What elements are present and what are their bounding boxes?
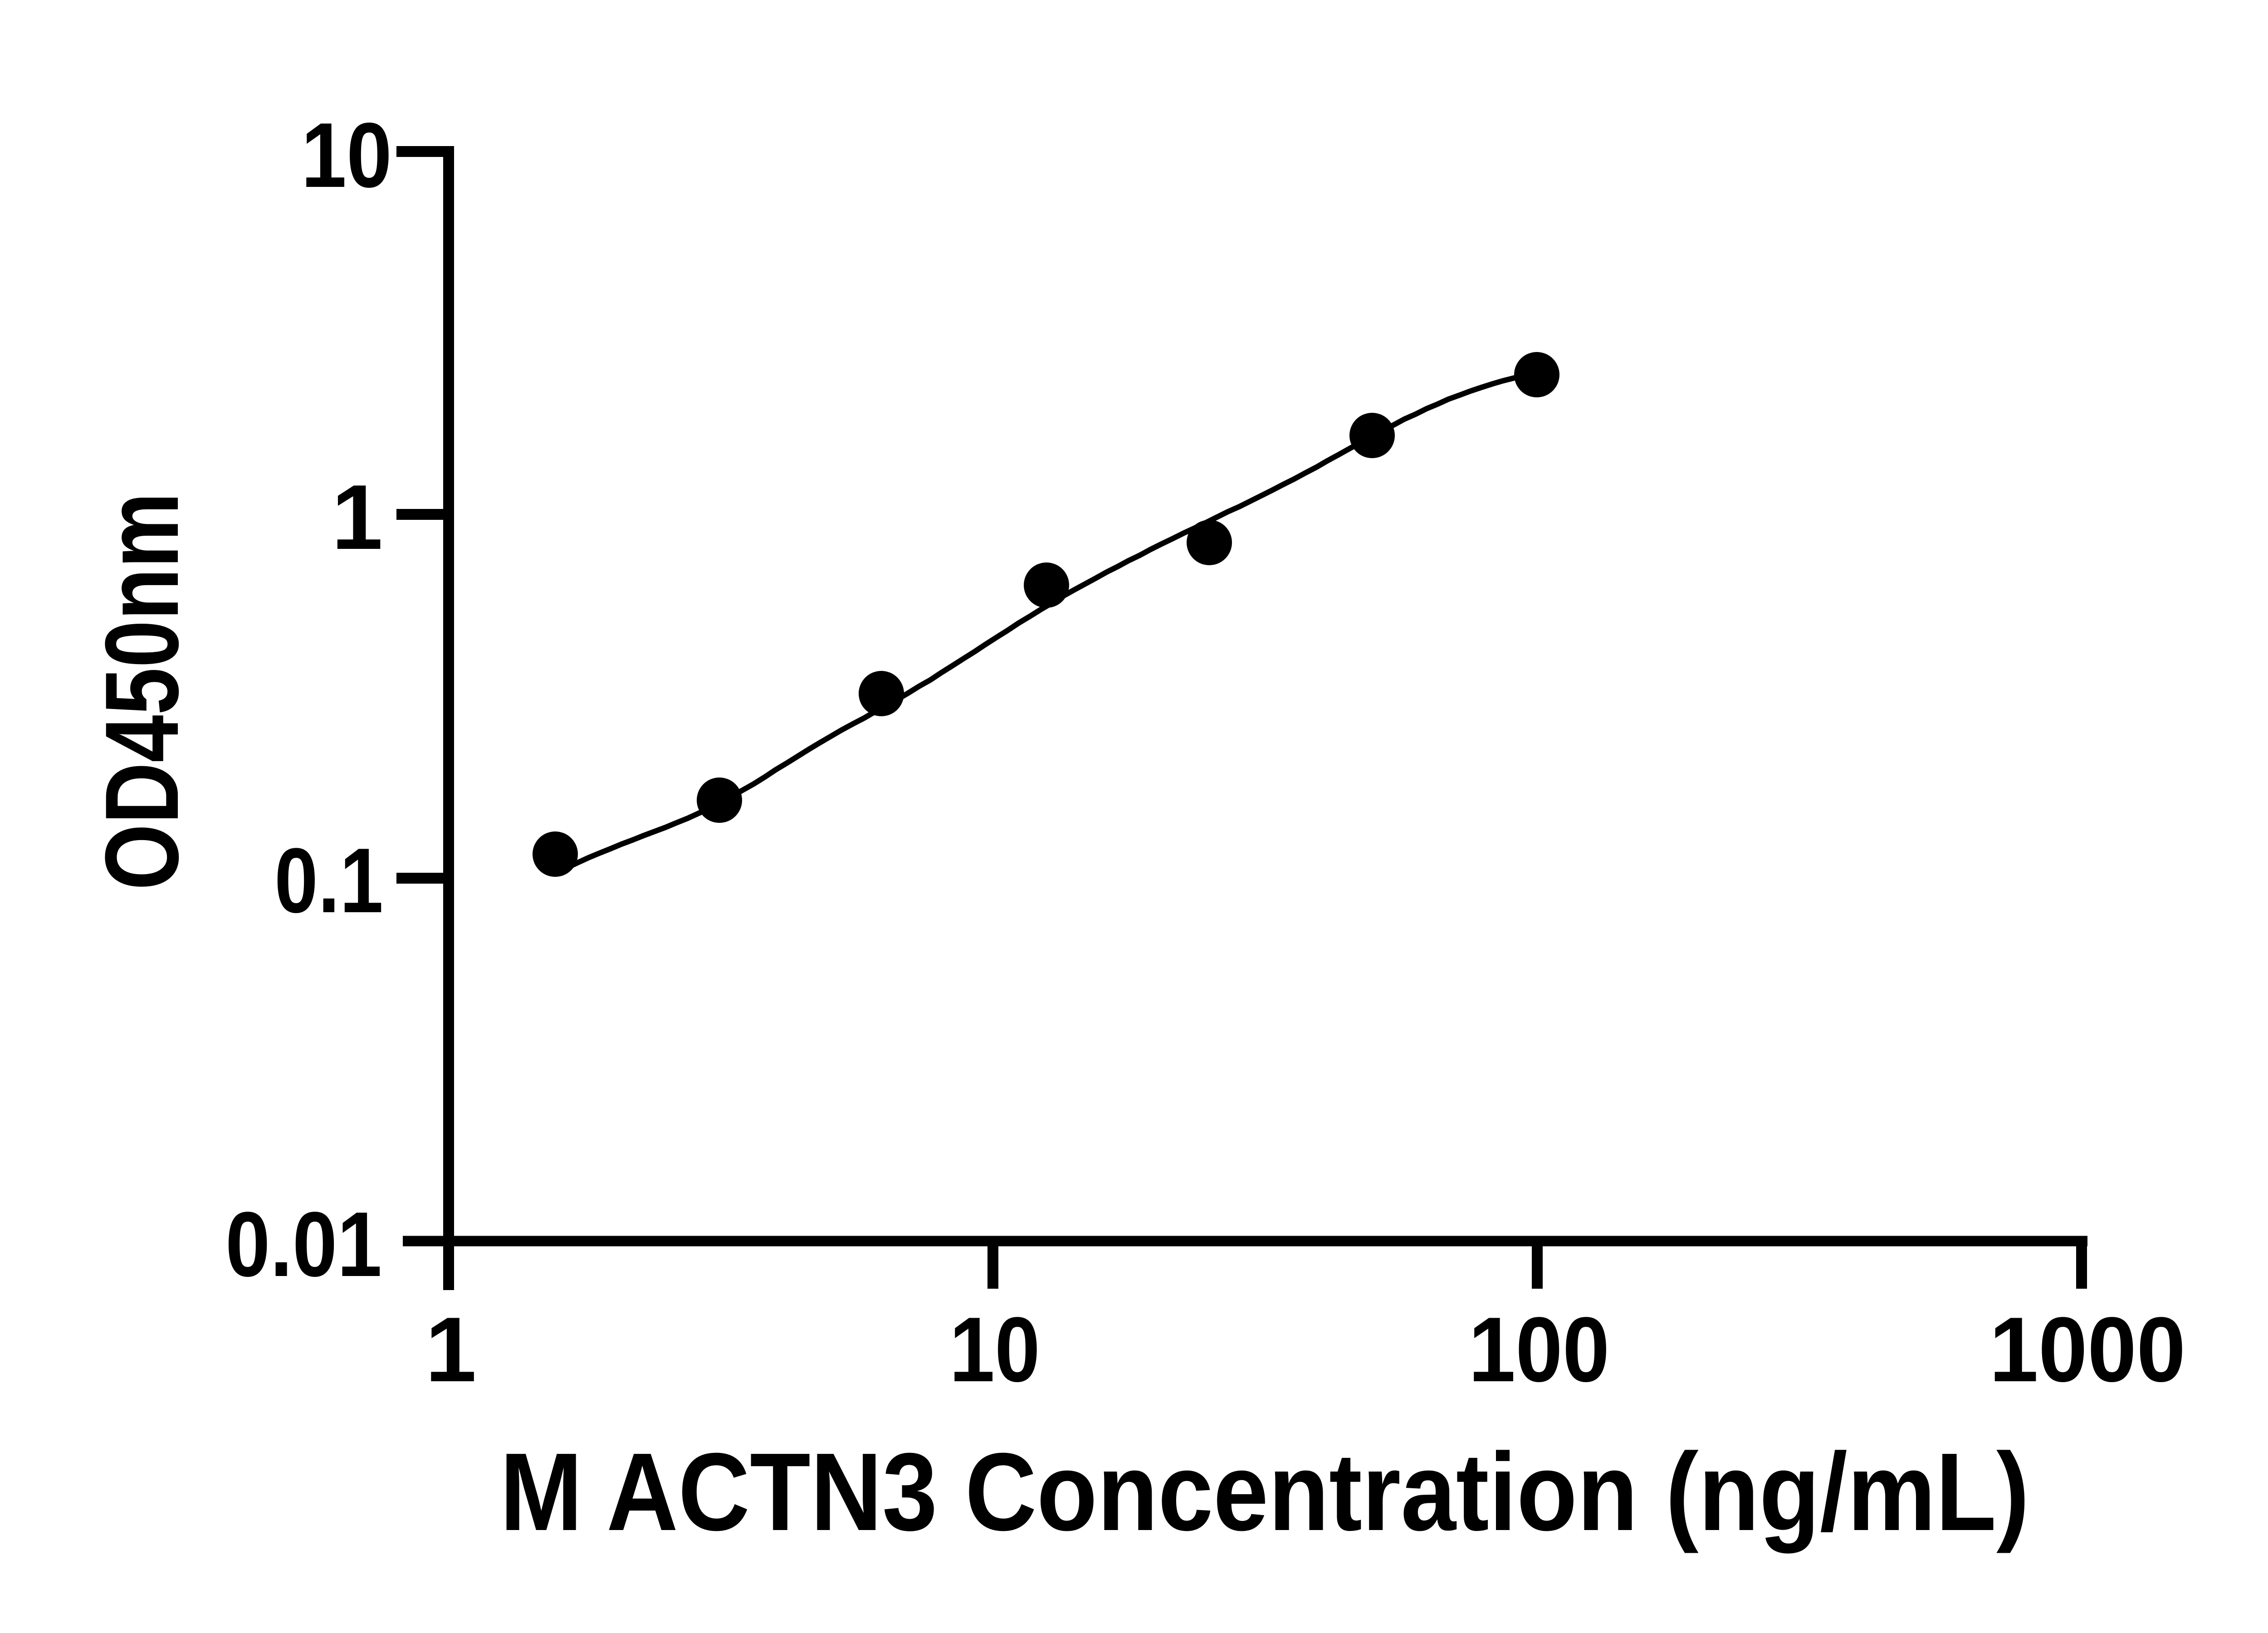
svg-text:OD450nm: OD450nm [83, 493, 200, 890]
svg-text:1: 1 [332, 466, 383, 569]
svg-text:1: 1 [425, 1298, 477, 1401]
svg-text:1000: 1000 [1989, 1298, 2186, 1401]
svg-text:10: 10 [949, 1298, 1040, 1401]
svg-text:100: 100 [1469, 1298, 1610, 1401]
svg-text:0.01: 0.01 [225, 1193, 382, 1296]
svg-text:0.1: 0.1 [274, 829, 383, 932]
svg-text:M ACTN3 Concentration (ng/mL): M ACTN3 Concentration (ng/mL) [500, 1430, 2029, 1554]
svg-text:10: 10 [301, 104, 392, 207]
